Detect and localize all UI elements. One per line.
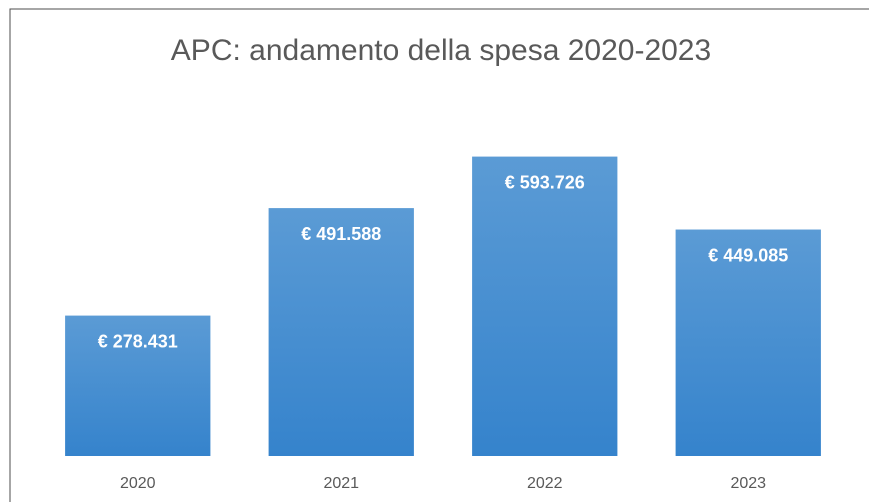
- bar: [472, 156, 618, 456]
- bar: [675, 229, 821, 456]
- bar: [65, 315, 211, 456]
- x-tick-label: 2020: [120, 475, 156, 492]
- x-tick-label: 2021: [323, 475, 359, 492]
- chart-title: APC: andamento della spesa 2020-2023: [171, 34, 711, 67]
- data-label: € 491.588: [301, 224, 381, 244]
- data-label: € 278.431: [98, 331, 178, 351]
- x-tick-label: 2022: [527, 475, 563, 492]
- bar: [268, 208, 414, 456]
- data-label: € 449.085: [708, 245, 788, 265]
- data-label: € 593.726: [505, 172, 585, 192]
- x-tick-label: 2023: [730, 475, 766, 492]
